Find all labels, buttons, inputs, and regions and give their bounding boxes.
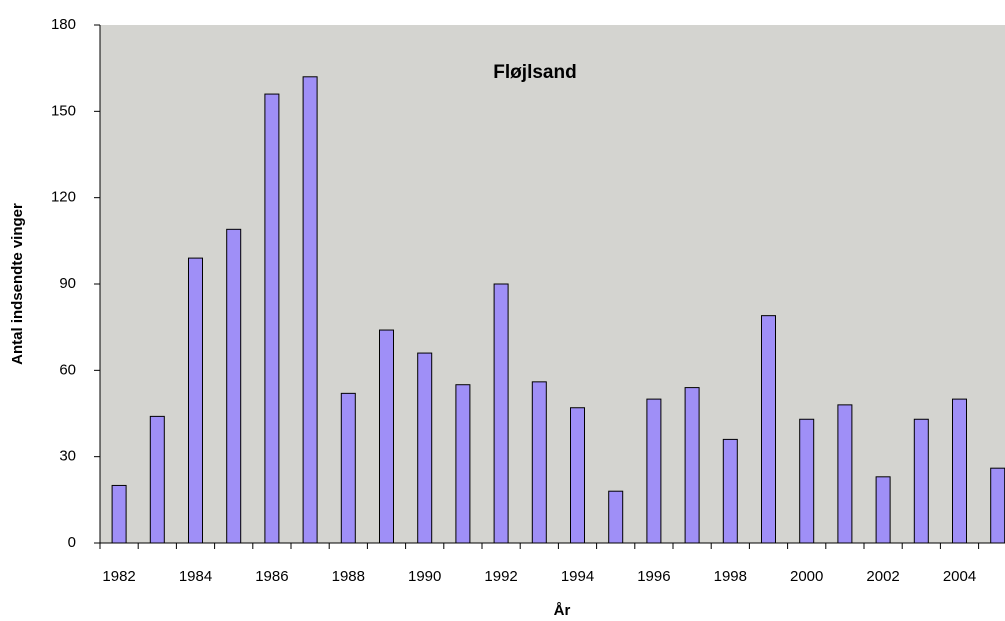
bar xyxy=(302,76,318,544)
y-tick-label: 60 xyxy=(59,361,76,378)
x-tick-label: 1986 xyxy=(255,568,288,585)
bar xyxy=(455,384,471,544)
bar xyxy=(111,484,127,544)
y-tick-label: 180 xyxy=(51,16,76,33)
y-tick-label: 150 xyxy=(51,102,76,119)
bar xyxy=(646,398,662,544)
x-tick-label: 1994 xyxy=(561,568,594,585)
bar xyxy=(608,490,624,544)
x-tick-label: 1996 xyxy=(637,568,670,585)
bar xyxy=(531,381,547,544)
bar xyxy=(149,415,165,544)
bar xyxy=(188,257,203,544)
bar xyxy=(264,93,280,544)
x-tick-label: 1990 xyxy=(408,568,441,585)
bar xyxy=(761,315,776,544)
bar xyxy=(722,438,738,544)
bar xyxy=(379,329,394,544)
x-tick-label: 1982 xyxy=(102,568,135,585)
y-tick-label: 30 xyxy=(59,448,76,465)
bar xyxy=(684,387,700,544)
y-tick-label: 120 xyxy=(51,189,76,206)
x-tick-label: 2000 xyxy=(790,568,823,585)
bar xyxy=(837,404,853,544)
bar xyxy=(799,418,815,544)
bar xyxy=(570,407,585,544)
bar xyxy=(990,467,1005,544)
plot-area xyxy=(100,25,1005,543)
bar xyxy=(340,392,356,544)
y-tick-label: 0 xyxy=(68,534,76,551)
bar xyxy=(417,352,433,544)
y-tick-label: 90 xyxy=(59,275,76,292)
bar xyxy=(952,398,967,544)
bar xyxy=(493,283,509,544)
x-tick-label: 1992 xyxy=(484,568,517,585)
y-axis-label: Antal indsendte vinger xyxy=(9,203,26,365)
bar xyxy=(875,476,891,544)
bar xyxy=(226,228,242,544)
x-tick-label: 1984 xyxy=(179,568,212,585)
x-tick-label: 2002 xyxy=(866,568,899,585)
x-tick-label: 1988 xyxy=(332,568,365,585)
x-tick-label: 1998 xyxy=(714,568,747,585)
bar xyxy=(913,418,929,544)
x-axis-label: År xyxy=(554,602,571,619)
chart-title: Fløjlsand xyxy=(493,62,576,83)
x-tick-label: 2004 xyxy=(943,568,976,585)
